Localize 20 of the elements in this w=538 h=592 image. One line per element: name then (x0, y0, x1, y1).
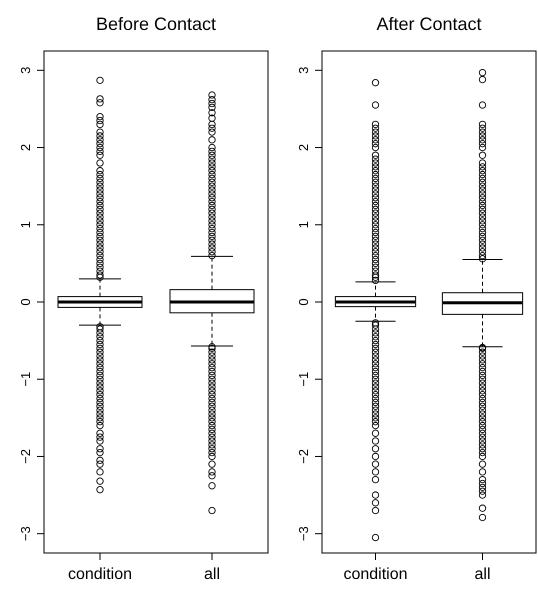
chart-title: Before Contact (96, 14, 216, 34)
x-tick-label: condition (343, 566, 408, 583)
y-tick-label: −2 (18, 449, 33, 464)
y-tick-label: 3 (18, 66, 33, 74)
y-tick-label: −3 (296, 526, 311, 542)
x-tick-label: all (204, 566, 220, 583)
x-tick-label: condition (68, 566, 132, 583)
y-tick-label: −3 (18, 526, 33, 542)
x-tick-label: all (474, 566, 491, 583)
y-tick-label: −2 (296, 449, 311, 464)
y-tick-label: 3 (296, 66, 311, 74)
y-tick-label: −1 (18, 372, 33, 387)
chart-title: After Contact (376, 14, 482, 34)
y-tick-label: 1 (296, 221, 311, 228)
y-tick-label: 1 (18, 221, 33, 228)
y-tick-label: −1 (296, 372, 311, 387)
y-tick-label: 0 (296, 298, 311, 306)
y-tick-label: 2 (18, 144, 33, 152)
y-tick-label: 0 (18, 298, 33, 306)
y-tick-label: 2 (296, 144, 311, 152)
